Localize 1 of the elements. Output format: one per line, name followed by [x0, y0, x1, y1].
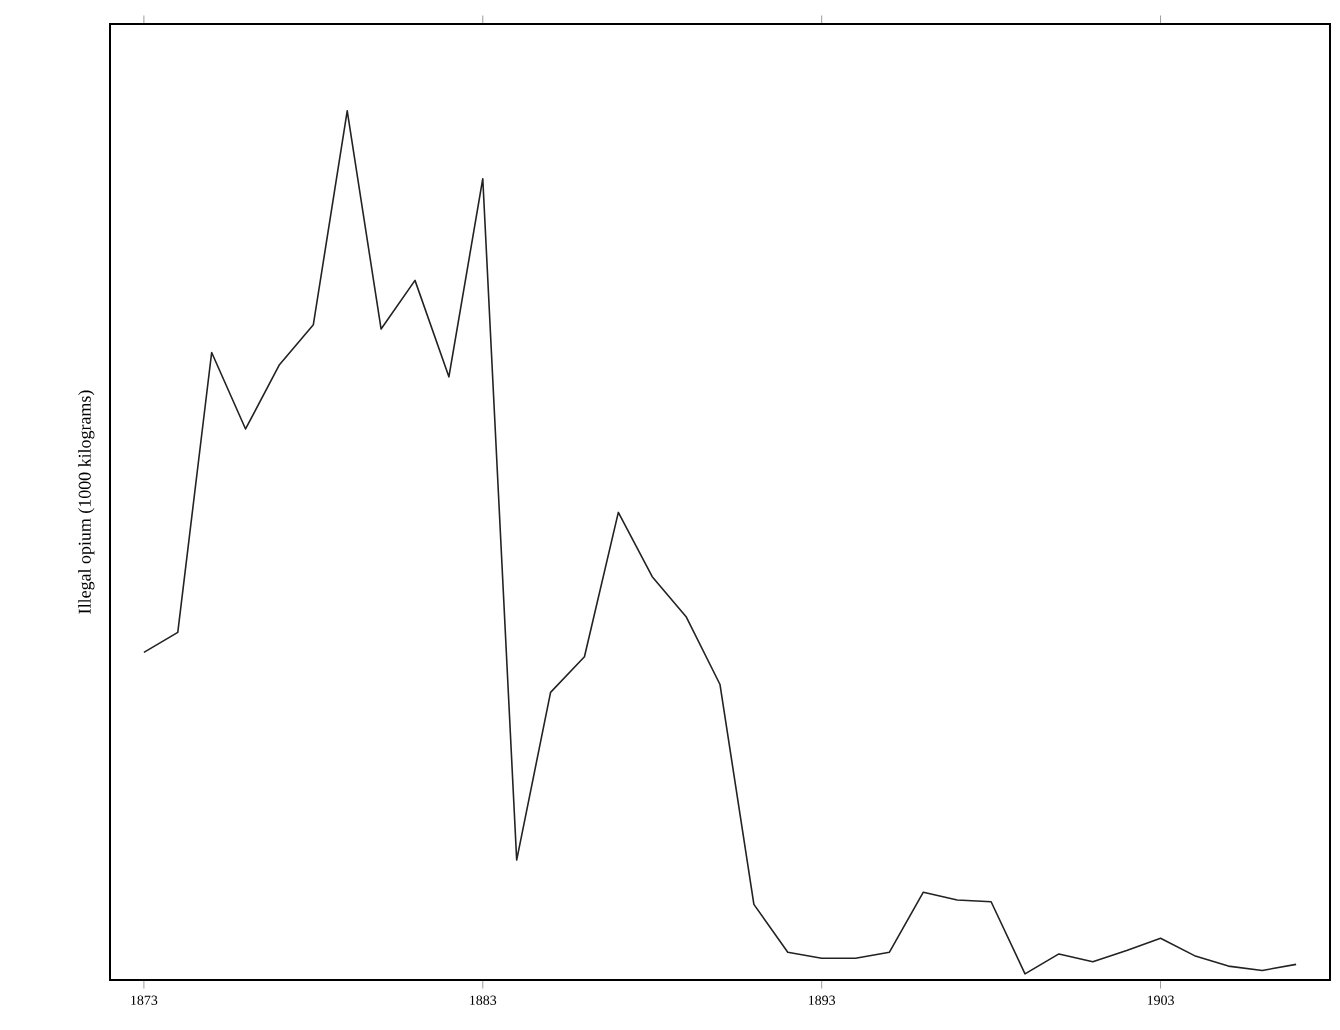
y-axis-title: Illegal opium (1000 kilograms): [78, 390, 95, 614]
